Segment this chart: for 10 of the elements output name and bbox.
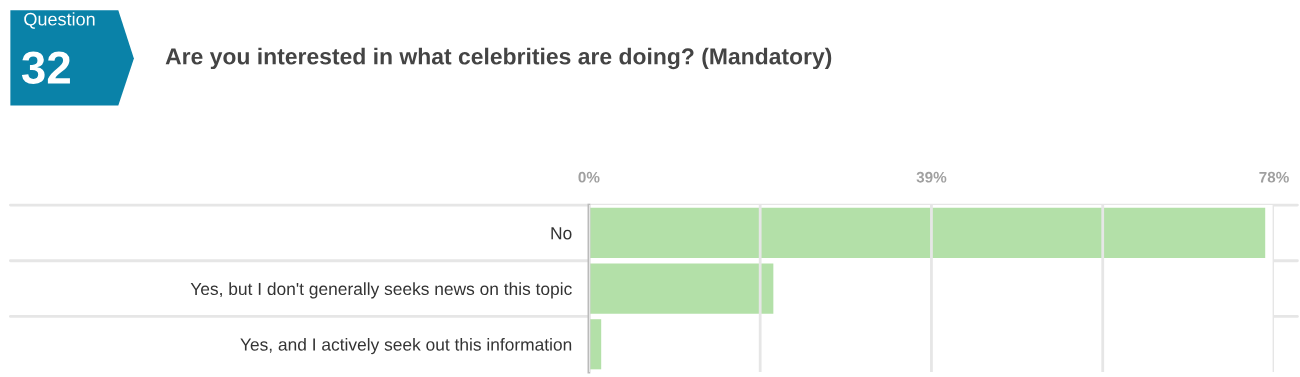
text: Question	[24, 12, 95, 29]
text: 32	[21, 51, 70, 84]
y-tick-label: Yes, and I actively seek out this information	[240, 337, 572, 355]
chart-title: Are you interested in what celebrities are doing? (Mandatory)	[165, 47, 832, 70]
x-tick-label: 39%	[916, 171, 947, 183]
x-tick-label: 0%	[578, 171, 600, 183]
y-tick-label: No	[551, 227, 572, 240]
bar	[588, 263, 774, 314]
x-tick-label: 78%	[1259, 171, 1289, 183]
y-tick-label: Yes, but I don't generally seeks news on this topic	[190, 282, 572, 299]
